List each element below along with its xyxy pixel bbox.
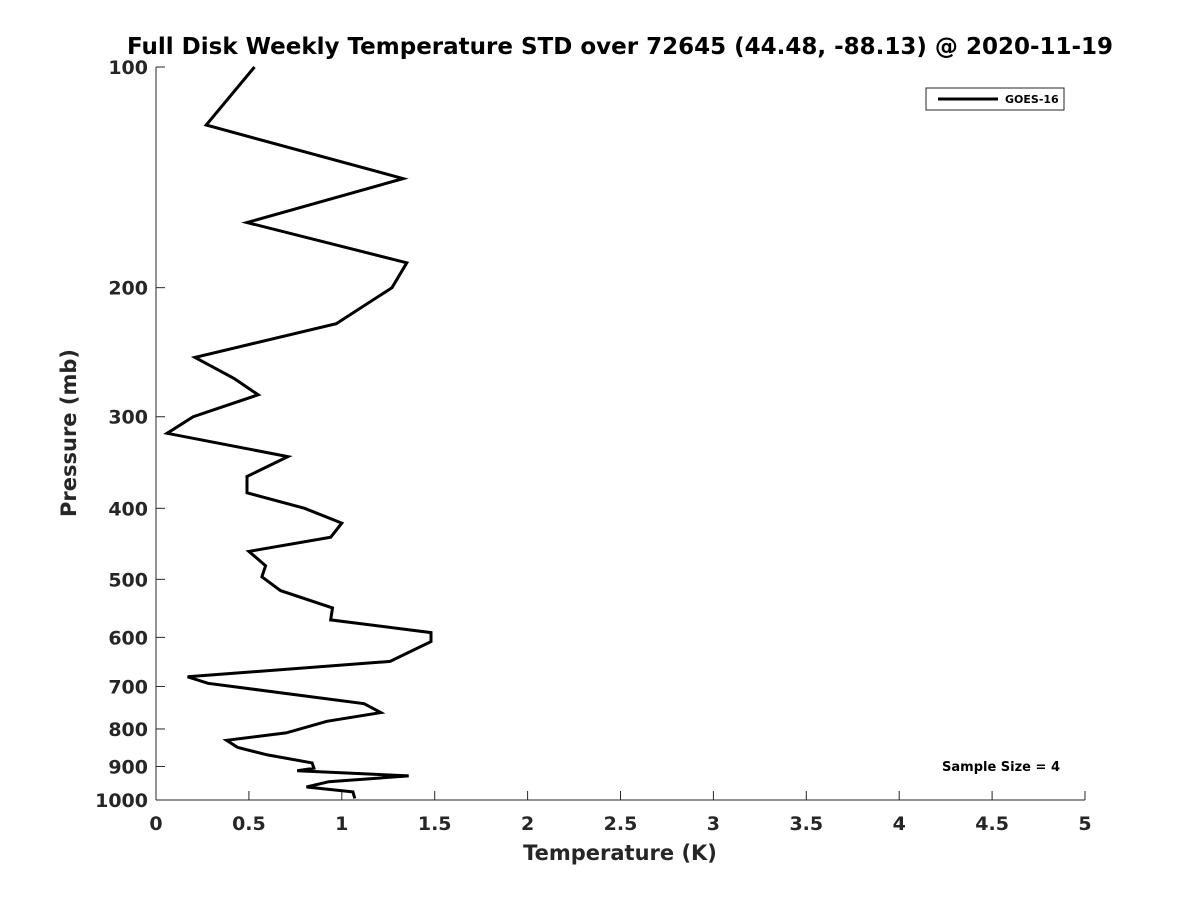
x-tick-label: 1 (335, 813, 348, 835)
legend: GOES-16 (925, 87, 1065, 111)
y-tick-label: 900 (108, 756, 148, 778)
y-tick-label: 500 (108, 569, 148, 591)
x-tick-label: 3 (707, 813, 720, 835)
y-tick-label: 800 (108, 719, 148, 741)
x-tick-label: 4 (893, 813, 906, 835)
y-tick-label: 300 (108, 407, 148, 429)
sample-size-annotation: Sample Size = 4 (942, 760, 1060, 775)
x-tick-label: 5 (1078, 813, 1091, 835)
x-tick-label: 2 (521, 813, 534, 835)
series-layer (163, 66, 433, 799)
x-tick-label: 1.5 (418, 813, 452, 835)
y-tick-label: 400 (108, 498, 148, 520)
x-tick-label: 0.5 (232, 813, 266, 835)
y-tick-label: 1000 (95, 790, 148, 812)
series-line-goes-16 (163, 66, 433, 799)
y-tick-label: 200 (108, 278, 148, 300)
x-tick-label: 2.5 (604, 813, 638, 835)
x-axis-ticks: 0 0.5 1 1.5 2 2.5 3 3.5 4 4.5 5 (149, 791, 1092, 835)
x-tick-label: 0 (149, 813, 162, 835)
y-axis-ticks: 100 200 300 400 500 600 700 800 900 1000 (95, 57, 165, 812)
chart-title: Full Disk Weekly Temperature STD over 72… (127, 34, 1113, 60)
legend-label-goes-16: GOES-16 (1005, 93, 1059, 106)
y-tick-label: 100 (108, 57, 148, 79)
y-tick-label: 600 (108, 627, 148, 649)
y-axis-label: Pressure (mb) (57, 349, 81, 517)
x-tick-label: 3.5 (789, 813, 823, 835)
y-tick-label: 700 (108, 676, 148, 698)
x-axis-label: Temperature (K) (523, 841, 717, 865)
x-tick-label: 4.5 (975, 813, 1009, 835)
